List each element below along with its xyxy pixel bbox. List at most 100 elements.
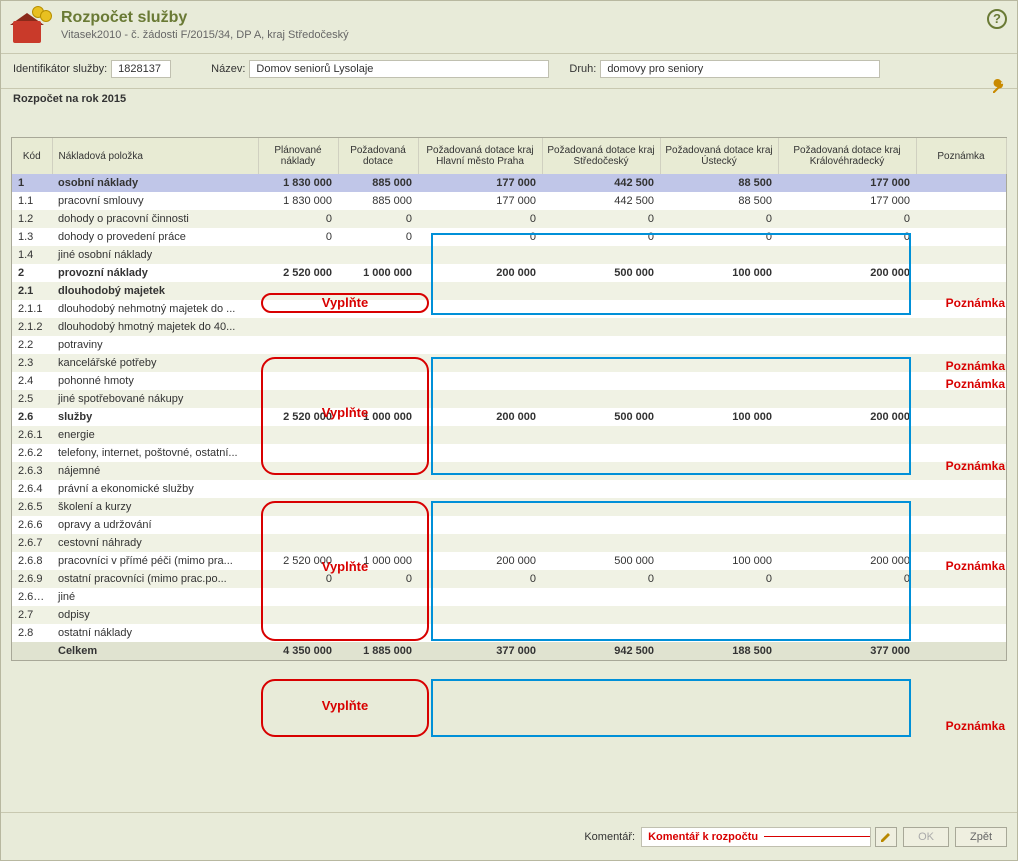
cell-value[interactable]: 100 000	[660, 408, 778, 426]
cell-value[interactable]: 377 000	[418, 642, 542, 660]
cell-value[interactable]	[418, 300, 542, 318]
cell-value[interactable]: 500 000	[542, 552, 660, 570]
cell-value[interactable]	[338, 354, 418, 372]
cell-value[interactable]	[542, 390, 660, 408]
cell-value[interactable]	[778, 336, 916, 354]
cell-value[interactable]	[778, 318, 916, 336]
table-row[interactable]: 2.8ostatní náklady	[12, 624, 1006, 642]
cell-value[interactable]	[542, 300, 660, 318]
cell-value[interactable]	[660, 498, 778, 516]
cell-value[interactable]	[778, 444, 916, 462]
cell-value[interactable]	[338, 282, 418, 300]
cell-value[interactable]	[258, 462, 338, 480]
cell-value[interactable]	[258, 372, 338, 390]
table-row[interactable]: 2.6.7cestovní náhrady	[12, 534, 1006, 552]
cell-value[interactable]: 0	[778, 210, 916, 228]
key-icon[interactable]	[991, 79, 1007, 98]
cell-value[interactable]	[258, 498, 338, 516]
cell-value[interactable]	[660, 318, 778, 336]
cell-value[interactable]	[258, 444, 338, 462]
table-row[interactable]: 2.6.1energie	[12, 426, 1006, 444]
cell-value[interactable]	[418, 588, 542, 606]
cell-value[interactable]: 942 500	[542, 642, 660, 660]
cell-value[interactable]	[542, 624, 660, 642]
cell-value[interactable]	[778, 588, 916, 606]
col-req-ust[interactable]: Požadovaná dotace kraj Ústecký	[660, 138, 778, 174]
cell-value[interactable]	[338, 336, 418, 354]
cell-value[interactable]: 0	[778, 570, 916, 588]
cell-value[interactable]	[338, 588, 418, 606]
table-row[interactable]: 2.3kancelářské potřeby	[12, 354, 1006, 372]
cell-value[interactable]	[258, 300, 338, 318]
cell-value[interactable]	[338, 300, 418, 318]
cell-value[interactable]	[660, 624, 778, 642]
cell-value[interactable]	[778, 462, 916, 480]
comment-input[interactable]: Komentář k rozpočtu	[641, 827, 871, 847]
cell-value[interactable]	[258, 390, 338, 408]
cell-value[interactable]: 177 000	[778, 174, 916, 192]
cell-value[interactable]	[258, 606, 338, 624]
cell-value[interactable]: 0	[660, 228, 778, 246]
cell-value[interactable]	[778, 516, 916, 534]
cell-value[interactable]	[418, 354, 542, 372]
cell-value[interactable]: 200 000	[418, 408, 542, 426]
cell-value[interactable]: 200 000	[778, 264, 916, 282]
cell-value[interactable]	[338, 318, 418, 336]
cell-value[interactable]	[338, 246, 418, 264]
cell-value[interactable]: 0	[542, 570, 660, 588]
cell-value[interactable]	[542, 588, 660, 606]
cell-value[interactable]: 0	[778, 228, 916, 246]
cell-value[interactable]	[542, 498, 660, 516]
cell-value[interactable]: 377 000	[778, 642, 916, 660]
cell-value[interactable]	[660, 462, 778, 480]
cell-value[interactable]	[660, 516, 778, 534]
cell-value[interactable]: 0	[660, 210, 778, 228]
cell-value[interactable]: 0	[542, 228, 660, 246]
cell-value[interactable]	[660, 354, 778, 372]
cell-value[interactable]: 500 000	[542, 264, 660, 282]
cell-value[interactable]: 4 350 000	[258, 642, 338, 660]
cell-value[interactable]	[418, 336, 542, 354]
cell-value[interactable]	[660, 336, 778, 354]
cell-value[interactable]	[542, 534, 660, 552]
cell-value[interactable]	[338, 444, 418, 462]
cell-value[interactable]	[542, 372, 660, 390]
cell-value[interactable]	[418, 246, 542, 264]
cell-value[interactable]	[418, 390, 542, 408]
cell-value[interactable]	[338, 624, 418, 642]
cell-value[interactable]	[258, 516, 338, 534]
cell-value[interactable]	[338, 606, 418, 624]
table-row[interactable]: 2.6.6opravy a udržování	[12, 516, 1006, 534]
cell-value[interactable]	[778, 498, 916, 516]
edit-comment-icon[interactable]	[875, 827, 897, 847]
cell-value[interactable]: 88 500	[660, 174, 778, 192]
table-row[interactable]: 2.6.5školení a kurzy	[12, 498, 1006, 516]
cell-value[interactable]: 188 500	[660, 642, 778, 660]
table-row[interactable]: 2.6.3nájemné	[12, 462, 1006, 480]
col-req-khk[interactable]: Požadovaná dotace kraj Královéhradecký	[778, 138, 916, 174]
cell-value[interactable]	[418, 480, 542, 498]
cell-value[interactable]	[542, 282, 660, 300]
cell-value[interactable]	[542, 318, 660, 336]
cell-value[interactable]	[258, 318, 338, 336]
cell-value[interactable]: 0	[258, 570, 338, 588]
table-row[interactable]: 2.4pohonné hmoty	[12, 372, 1006, 390]
cell-value[interactable]	[542, 462, 660, 480]
cell-value[interactable]	[258, 534, 338, 552]
cell-value[interactable]	[660, 606, 778, 624]
cell-value[interactable]	[418, 624, 542, 642]
cell-value[interactable]: 0	[338, 228, 418, 246]
col-item[interactable]: Nákladová položka	[52, 138, 258, 174]
cell-value[interactable]	[418, 318, 542, 336]
table-row[interactable]: 2.6služby2 520 0001 000 000200 000500 00…	[12, 408, 1006, 426]
cell-value[interactable]	[542, 354, 660, 372]
cell-value[interactable]	[418, 462, 542, 480]
table-row[interactable]: 2provozní náklady2 520 0001 000 000200 0…	[12, 264, 1006, 282]
cell-value[interactable]	[258, 480, 338, 498]
table-row[interactable]: 2.2potraviny	[12, 336, 1006, 354]
cell-value[interactable]	[542, 336, 660, 354]
cell-value[interactable]	[660, 390, 778, 408]
cell-value[interactable]	[542, 480, 660, 498]
cell-value[interactable]	[258, 354, 338, 372]
table-row[interactable]: 2.6.9ostatní pracovníci (mimo prac.po...…	[12, 570, 1006, 588]
